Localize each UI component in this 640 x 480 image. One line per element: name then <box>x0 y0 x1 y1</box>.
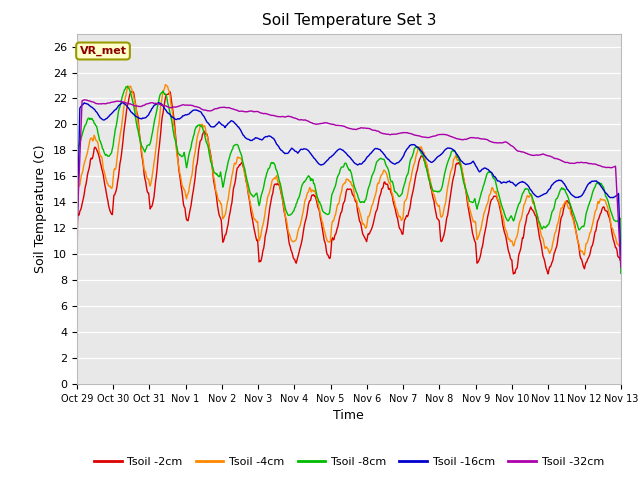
Line: Tsoil -32cm: Tsoil -32cm <box>77 100 621 267</box>
Tsoil -2cm <box>223 225 231 230</box>
Tsoil -32cm <box>416 133 424 139</box>
Tsoil -16cm <box>155 100 163 106</box>
Tsoil -8cm <box>73 225 81 231</box>
Tsoil -8cm <box>195 122 202 128</box>
Tsoil -2cm <box>431 208 439 214</box>
Tsoil -16cm <box>73 244 81 250</box>
Tsoil -2cm <box>128 89 136 95</box>
Tsoil -32cm <box>84 97 92 103</box>
Tsoil -8cm <box>124 84 131 89</box>
Tsoil -8cm <box>416 147 424 153</box>
Tsoil -16cm <box>416 146 424 152</box>
Tsoil -32cm <box>73 230 81 236</box>
Tsoil -8cm <box>617 270 625 276</box>
Tsoil -16cm <box>83 101 90 107</box>
Tsoil -2cm <box>140 163 147 169</box>
X-axis label: Time: Time <box>333 409 364 422</box>
Line: Tsoil -4cm: Tsoil -4cm <box>77 84 621 285</box>
Tsoil -16cm <box>195 108 202 114</box>
Tsoil -2cm <box>83 178 90 183</box>
Line: Tsoil -2cm: Tsoil -2cm <box>77 92 621 299</box>
Tsoil -32cm <box>140 103 147 108</box>
Tsoil -32cm <box>223 105 231 111</box>
Tsoil -32cm <box>431 133 439 139</box>
Tsoil -8cm <box>83 120 90 125</box>
Tsoil -4cm <box>617 242 625 248</box>
Tsoil -4cm <box>416 146 424 152</box>
Tsoil -16cm <box>139 115 147 121</box>
Tsoil -4cm <box>431 196 439 202</box>
Title: Soil Temperature Set 3: Soil Temperature Set 3 <box>262 13 436 28</box>
Tsoil -2cm <box>416 156 424 162</box>
Tsoil -2cm <box>617 258 625 264</box>
Legend: Tsoil -2cm, Tsoil -4cm, Tsoil -8cm, Tsoil -16cm, Tsoil -32cm: Tsoil -2cm, Tsoil -4cm, Tsoil -8cm, Tsoi… <box>90 453 608 471</box>
Tsoil -4cm <box>139 155 147 160</box>
Tsoil -4cm <box>73 282 81 288</box>
Tsoil -16cm <box>223 121 231 127</box>
Tsoil -32cm <box>617 264 625 270</box>
Y-axis label: Soil Temperature (C): Soil Temperature (C) <box>35 144 47 273</box>
Tsoil -8cm <box>140 146 147 152</box>
Line: Tsoil -16cm: Tsoil -16cm <box>77 103 621 264</box>
Tsoil -4cm <box>161 82 169 87</box>
Text: VR_met: VR_met <box>79 46 127 56</box>
Tsoil -2cm <box>73 296 81 301</box>
Tsoil -4cm <box>83 153 90 158</box>
Tsoil -32cm <box>81 97 89 103</box>
Tsoil -4cm <box>195 130 202 135</box>
Line: Tsoil -8cm: Tsoil -8cm <box>77 86 621 273</box>
Tsoil -16cm <box>431 156 439 162</box>
Tsoil -8cm <box>223 163 231 169</box>
Tsoil -4cm <box>223 200 231 205</box>
Tsoil -32cm <box>195 105 202 110</box>
Tsoil -8cm <box>431 188 439 194</box>
Tsoil -16cm <box>617 261 625 267</box>
Tsoil -2cm <box>195 147 202 153</box>
